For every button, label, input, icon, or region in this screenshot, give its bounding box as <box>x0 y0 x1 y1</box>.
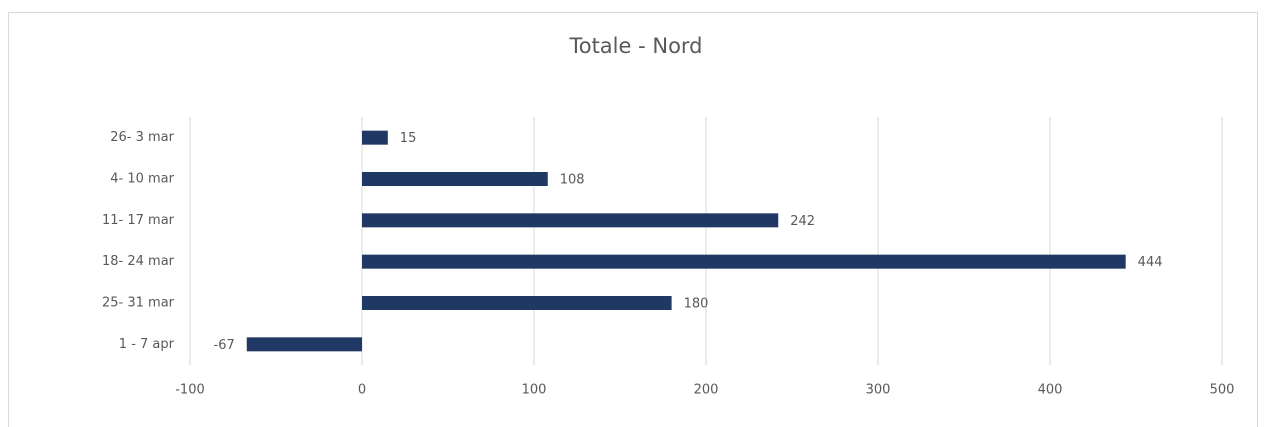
data-label: 242 <box>790 214 815 229</box>
x-tick-label: 100 <box>522 383 547 398</box>
y-tick-label: 1 - 7 apr <box>119 337 175 352</box>
x-tick-label: 200 <box>694 383 719 398</box>
data-label: 108 <box>560 173 585 188</box>
bar <box>362 296 672 310</box>
x-tick-label: 400 <box>1038 383 1063 398</box>
bar <box>362 213 779 228</box>
bar <box>362 130 388 145</box>
bar <box>362 254 1126 269</box>
bar <box>246 337 362 352</box>
bar <box>362 172 548 186</box>
y-tick-label: 18- 24 mar <box>102 254 175 269</box>
data-label: -67 <box>214 338 235 353</box>
y-tick-label: 26- 3 mar <box>110 130 174 145</box>
y-tick-label: 11- 17 mar <box>102 213 175 228</box>
chart-title: Totale - Nord <box>568 34 702 58</box>
x-tick-label: 300 <box>866 383 891 398</box>
data-label: 15 <box>400 131 417 146</box>
y-tick-label: 25- 31 mar <box>102 296 175 311</box>
data-label: 180 <box>684 297 709 312</box>
x-tick-label: 500 <box>1210 383 1235 398</box>
x-tick-label: -100 <box>175 383 205 398</box>
x-tick-label: 0 <box>358 383 366 398</box>
y-tick-label: 4- 10 mar <box>110 172 174 187</box>
data-label: 444 <box>1138 255 1163 270</box>
